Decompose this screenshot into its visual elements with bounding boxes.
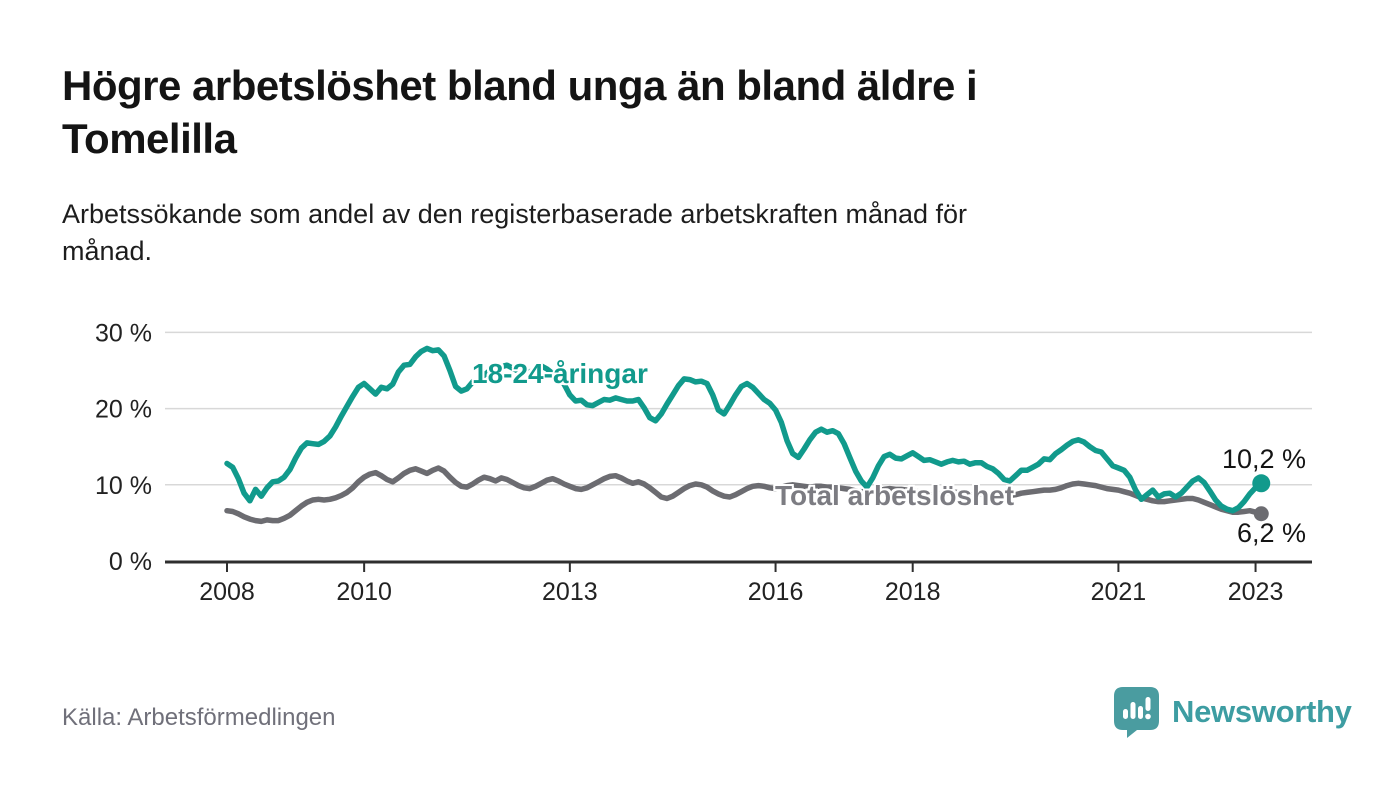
y-tick-label: 20 % — [95, 396, 152, 424]
end-value-label-youth: 10,2 % — [1221, 444, 1306, 474]
x-tick-label: 2021 — [1091, 578, 1147, 606]
page-title: Högre arbetslöshet bland unga än bland ä… — [62, 62, 978, 162]
newsworthy-logo: Newsworthy — [1113, 686, 1352, 738]
end-value-label-total: 6,2 % — [1236, 518, 1306, 548]
y-tick-label: 0 % — [109, 548, 152, 576]
page-subtitle: Arbetssökande som andel av den registerb… — [62, 199, 968, 267]
x-tick-label: 2018 — [885, 578, 941, 606]
y-tick-label: 30 % — [95, 319, 152, 347]
total-end-dot — [1253, 506, 1269, 522]
source-text: Källa: Arbetsförmedlingen — [62, 704, 336, 731]
total-series-line — [224, 465, 1265, 525]
x-tick-label: 2013 — [542, 578, 598, 606]
y-tick-label: 10 % — [95, 472, 152, 500]
youth-series-line — [224, 345, 1265, 514]
x-tick-label: 2016 — [748, 578, 804, 606]
x-tick-label: 2008 — [199, 578, 255, 606]
series-label-total: Total arbetslöshet — [775, 480, 1015, 511]
newsworthy-logo-text: Newsworthy — [1172, 694, 1352, 729]
youth-end-dot — [1252, 474, 1271, 493]
series-label-youth: 18-24-åringar — [472, 358, 648, 389]
x-tick-label: 2023 — [1228, 578, 1284, 606]
x-tick-label: 2010 — [336, 578, 392, 606]
bar-chart-speech-bubble-icon — [1114, 687, 1159, 738]
